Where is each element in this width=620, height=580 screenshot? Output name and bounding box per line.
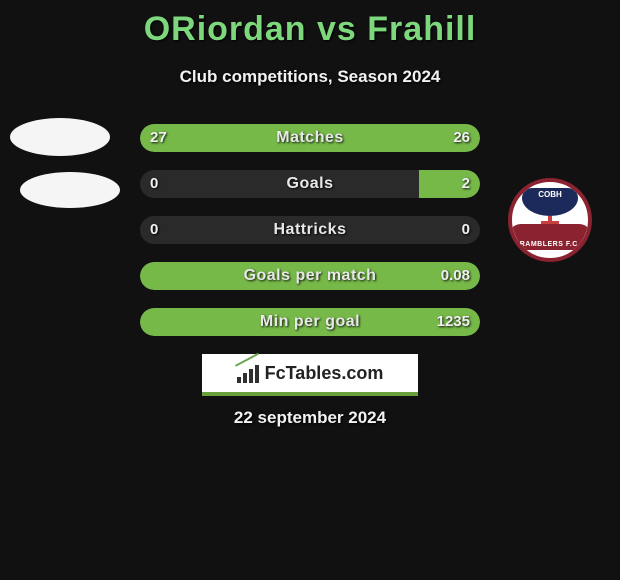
subtitle: Club competitions, Season 2024	[0, 67, 620, 87]
stat-label: Hattricks	[140, 216, 480, 244]
page-title: ORiordan vs Frahill	[0, 0, 620, 49]
stat-label: Min per goal	[140, 308, 480, 336]
stat-row: 02Goals	[140, 170, 480, 198]
stats-bars: 2726Matches 02Goals 00Hattricks 0.08Goals p…	[140, 124, 480, 354]
stat-row: 1235Min per goal	[140, 308, 480, 336]
branding-label: FcTables.com	[265, 363, 384, 384]
badge-circle: COBH RAMBLERS F.C.	[508, 178, 592, 262]
badge-banner-text: RAMBLERS F.C.	[512, 241, 588, 248]
team-right-badge: COBH RAMBLERS F.C.	[500, 178, 600, 262]
stat-label: Goals	[140, 170, 480, 198]
team-left-avatar-placeholder	[20, 172, 120, 208]
stat-row: 0.08Goals per match	[140, 262, 480, 290]
badge-top-text: COBH	[512, 190, 588, 199]
stat-label: Goals per match	[140, 262, 480, 290]
stat-row: 00Hattricks	[140, 216, 480, 244]
date-text: 22 september 2024	[0, 408, 620, 428]
player-left-avatar-placeholder	[10, 118, 110, 156]
barchart-icon	[237, 363, 259, 383]
stat-row: 2726Matches	[140, 124, 480, 152]
branding-box[interactable]: FcTables.com	[202, 354, 418, 396]
comparison-infographic: ORiordan vs Frahill Club competitions, S…	[0, 0, 620, 580]
stat-label: Matches	[140, 124, 480, 152]
